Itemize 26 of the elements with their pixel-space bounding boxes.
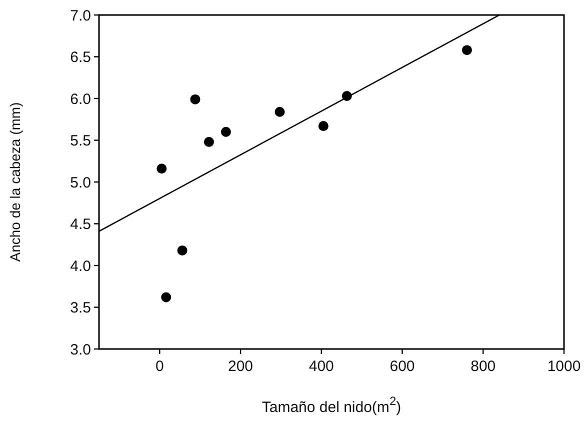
x-tick-label: 800 [470, 358, 496, 375]
x-tick-label: 0 [155, 358, 164, 375]
point [220, 126, 231, 137]
x-axis-title: Tamaño del nido(m$^{2}$) [262, 394, 402, 416]
y-tick-label: 7.0 [70, 7, 91, 24]
point [190, 94, 200, 104]
y-tick-label: 5.0 [70, 174, 91, 192]
y-tick-label: 4.0 [70, 258, 91, 275]
x-tick-label: 400 [308, 358, 334, 375]
y-tick-label: 3.5 [70, 300, 91, 316]
point [204, 136, 214, 147]
point [177, 245, 188, 256]
point [462, 45, 472, 56]
x-tick-label: 200 [228, 358, 254, 375]
y-tick-label: 6.5 [70, 49, 91, 66]
y-tick-label: 3.0 [70, 341, 91, 358]
x-tick-label: 600 [390, 358, 415, 375]
y-axis-title: Ancho de la cabeza (mm) [7, 102, 23, 262]
point [156, 164, 167, 174]
y-tick-label: 4.5 [70, 216, 91, 233]
point [274, 106, 285, 117]
point [161, 292, 172, 302]
x-tick-label: 1000 [547, 358, 581, 375]
point [318, 121, 328, 132]
y-tick-label: 6.0 [70, 90, 91, 108]
y-tick-label: 5.5 [70, 132, 91, 150]
